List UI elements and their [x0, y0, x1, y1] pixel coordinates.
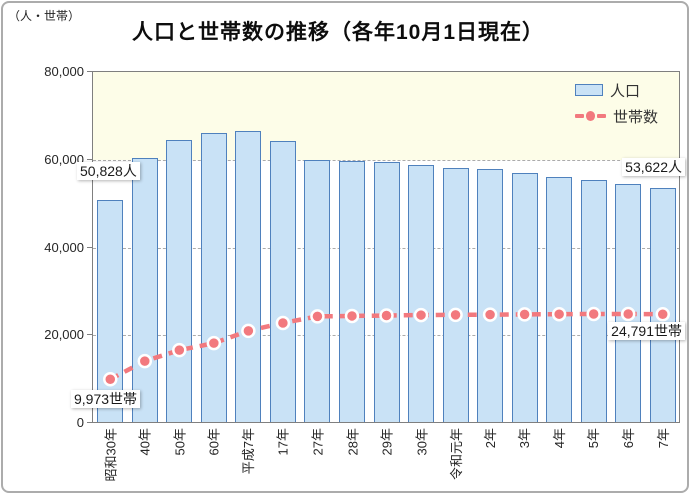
- legend-label-population: 人口: [610, 82, 641, 100]
- x-axis-label: 40年: [137, 428, 153, 456]
- x-axis-label: 29年: [379, 428, 395, 456]
- population-bar: [511, 172, 538, 423]
- legend-label-households: 世帯数: [613, 108, 659, 126]
- y-axis-label: 60,000: [44, 151, 84, 167]
- population-bar: [131, 158, 158, 423]
- x-axis-label: 50年: [172, 428, 188, 456]
- households-point: [482, 307, 498, 322]
- y-axis-label: 20,000: [44, 327, 84, 343]
- x-axis-label: 令和元年: [448, 428, 464, 481]
- households-point: [172, 342, 187, 358]
- y-axis-tick: [87, 158, 92, 160]
- x-axis-label: 4年: [552, 428, 568, 449]
- population-bar: [442, 168, 469, 423]
- x-axis-label: 60年: [206, 428, 222, 456]
- population-bar: [166, 140, 193, 423]
- population-bar: [477, 168, 504, 423]
- y-axis-tick: [87, 334, 92, 336]
- households-line-path: [109, 311, 663, 382]
- households-line: [103, 306, 670, 387]
- households-point: [586, 306, 601, 322]
- legend-item-population: 人口: [575, 82, 658, 100]
- plot-area: [93, 72, 680, 423]
- y-axis-label: 40,000: [44, 239, 84, 255]
- y-axis-tick: [87, 422, 92, 423]
- households-line-marker-icon: [575, 111, 606, 121]
- population-bar: [408, 165, 435, 423]
- axis-unit-label: （人・世帯）: [8, 9, 81, 23]
- households-point: [275, 315, 291, 331]
- x-axis-label: 平成7年: [241, 428, 257, 475]
- x-axis-label: 昭和30年: [103, 428, 119, 482]
- legend: 人口 世帯数: [575, 82, 659, 126]
- y-axis-tick: [87, 71, 92, 72]
- y-axis-tick: [87, 246, 92, 248]
- households-point: [379, 308, 394, 323]
- x-axis-label: 17年: [275, 428, 291, 456]
- households-first-value-label: 9,973世帯: [71, 390, 141, 408]
- x-axis-label: 28年: [344, 428, 360, 456]
- households-point: [103, 371, 118, 387]
- households-last-value-label: 24,791世帯: [608, 322, 685, 340]
- x-axis-label: 3年: [517, 428, 533, 449]
- population-bar: [200, 133, 227, 423]
- population-bar: [269, 140, 296, 423]
- gridline: [93, 159, 680, 161]
- households-point: [344, 308, 360, 324]
- y-axis-label: 80,000: [44, 64, 84, 79]
- population-bar: [546, 176, 573, 423]
- households-point: [241, 323, 256, 339]
- households-point: [448, 307, 463, 323]
- households-point: [206, 335, 222, 351]
- y-axis-label: 0: [76, 415, 84, 430]
- x-axis-label: 6年: [621, 428, 637, 449]
- population-swatch-icon: [575, 84, 603, 96]
- households-point: [137, 353, 153, 369]
- x-axis-label: 27年: [310, 428, 326, 456]
- population-bar: [615, 183, 642, 423]
- population-bar: [304, 160, 331, 423]
- households-point: [551, 306, 567, 322]
- x-axis-label: 5年: [586, 428, 602, 449]
- chart-title: 人口と世帯数の推移（各年10月1日現在）: [131, 21, 545, 44]
- households-point: [620, 306, 636, 322]
- population-first-value-label: 50,828人: [77, 162, 140, 180]
- households-point: [655, 306, 670, 322]
- households-point: [310, 309, 325, 324]
- households-point: [413, 307, 429, 323]
- population-bar: [373, 162, 400, 423]
- population-bar: [338, 161, 365, 423]
- x-axis-label: 7年: [655, 428, 671, 449]
- households-point: [517, 307, 532, 322]
- legend-item-households: 世帯数: [575, 108, 659, 126]
- population-bar: [580, 179, 607, 423]
- population-last-value-label: 53,622人: [622, 158, 685, 176]
- population-bar: [649, 187, 676, 423]
- population-bar: [235, 131, 262, 423]
- x-axis-label: 2年: [483, 428, 499, 449]
- x-axis-label: 30年: [414, 428, 430, 456]
